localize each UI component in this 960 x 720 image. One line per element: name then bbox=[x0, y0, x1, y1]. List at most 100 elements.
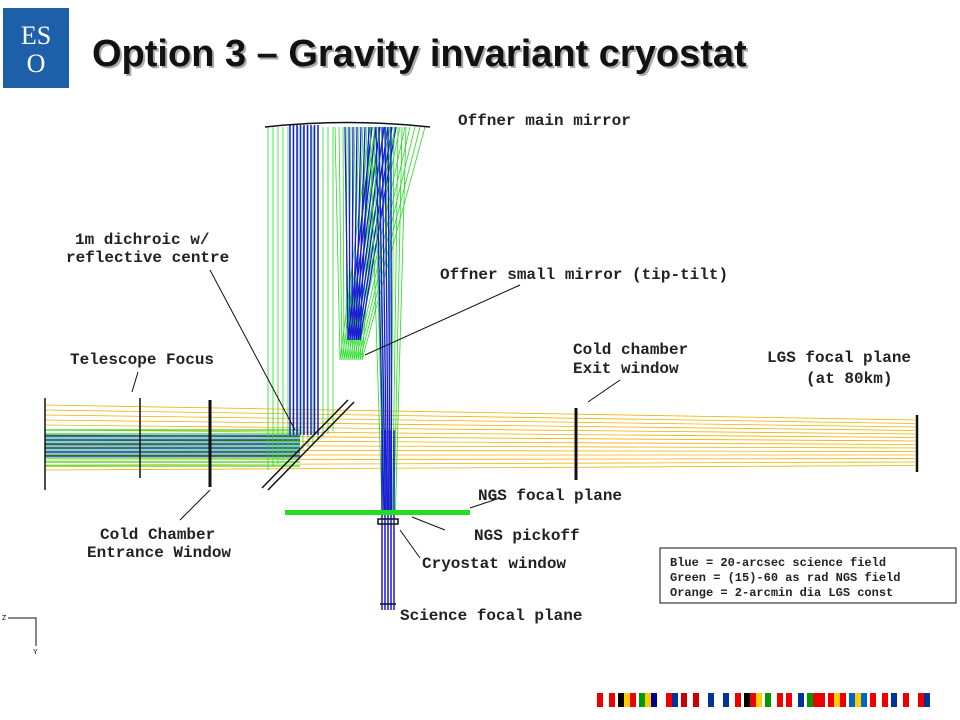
flag-stripe bbox=[765, 693, 771, 707]
ray bbox=[44, 409, 916, 424]
image-edge bbox=[70, 88, 960, 92]
flag-stripe bbox=[918, 693, 924, 707]
label: 1m dichroic w/ bbox=[75, 231, 209, 249]
axis-label: Y bbox=[33, 649, 38, 656]
flag-stripe bbox=[723, 693, 729, 707]
ray bbox=[357, 126, 366, 341]
flag-stripe bbox=[729, 693, 735, 707]
ray bbox=[355, 126, 362, 341]
flag-stripe bbox=[714, 693, 720, 707]
leader bbox=[399, 529, 421, 559]
label: NGS pickoff bbox=[474, 527, 580, 545]
logo-text: O bbox=[27, 49, 46, 78]
label: (at 80km) bbox=[806, 370, 892, 388]
ray bbox=[334, 126, 341, 361]
flag-stripe bbox=[750, 693, 756, 707]
ray bbox=[351, 126, 354, 341]
flag-stripe bbox=[666, 693, 672, 707]
leader bbox=[469, 497, 501, 509]
flag-stripe bbox=[708, 693, 714, 707]
optics bbox=[44, 121, 919, 605]
flag-stripe bbox=[702, 693, 708, 707]
legend-entry: Blue = 20-arcsec science field bbox=[670, 556, 886, 570]
flag-stripe bbox=[645, 693, 651, 707]
dichroic bbox=[267, 401, 355, 491]
rays bbox=[44, 125, 916, 610]
leader bbox=[179, 489, 211, 521]
flag-stripe bbox=[882, 693, 888, 707]
label: Cryostat window bbox=[422, 555, 566, 573]
offner-main-mirror bbox=[264, 121, 431, 128]
flag-stripe bbox=[624, 693, 630, 707]
ray bbox=[361, 126, 426, 361]
label: NGS focal plane bbox=[478, 487, 622, 505]
label: Cold chamber bbox=[573, 341, 688, 359]
flag-stripe bbox=[897, 693, 903, 707]
ray bbox=[381, 126, 388, 511]
label: Cold Chamber bbox=[100, 526, 215, 544]
flag-stripe bbox=[744, 693, 750, 707]
leader bbox=[209, 269, 296, 431]
flag-stripe bbox=[651, 693, 657, 707]
flag-stripe bbox=[756, 693, 762, 707]
flag-stripe bbox=[924, 693, 930, 707]
flag-stripe bbox=[855, 693, 861, 707]
flag-stripe bbox=[903, 693, 909, 707]
flag-stripe bbox=[807, 693, 813, 707]
flag-stripe bbox=[876, 693, 882, 707]
flag-stripe bbox=[912, 693, 918, 707]
label: reflective centre bbox=[66, 249, 229, 267]
title: Option 3 – Gravity invariant cryostat bbox=[92, 33, 747, 75]
label: Science focal plane bbox=[400, 607, 582, 625]
flag-stripe bbox=[639, 693, 645, 707]
flag-stripe bbox=[813, 693, 819, 707]
flag-stripe bbox=[735, 693, 741, 707]
label: Offner small mirror (tip-tilt) bbox=[440, 266, 728, 284]
flag-stripe bbox=[834, 693, 840, 707]
logo-box bbox=[3, 8, 69, 88]
flag-stripe bbox=[870, 693, 876, 707]
label: Offner main mirror bbox=[458, 112, 631, 130]
flag-stripe bbox=[771, 693, 777, 707]
logo-text: ES bbox=[21, 21, 51, 50]
ray bbox=[44, 414, 916, 428]
flag-stripe bbox=[840, 693, 846, 707]
flag-stripe bbox=[630, 693, 636, 707]
leaders bbox=[131, 269, 621, 559]
label: LGS focal plane bbox=[767, 349, 911, 367]
flag-stripe bbox=[861, 693, 867, 707]
flag-stripe bbox=[603, 693, 609, 707]
flag-stripe bbox=[660, 693, 666, 707]
ray bbox=[353, 126, 358, 341]
label: Telescope Focus bbox=[70, 351, 214, 369]
ray bbox=[338, 126, 343, 361]
flags bbox=[597, 693, 930, 707]
ray bbox=[395, 126, 407, 511]
leader bbox=[131, 371, 139, 393]
flag-stripe bbox=[849, 693, 855, 707]
flag-stripe bbox=[618, 693, 624, 707]
legend-box bbox=[659, 547, 957, 604]
ngs-plane bbox=[285, 510, 470, 515]
flag-stripe bbox=[681, 693, 687, 707]
legend-entry: Green = (15)-60 as rad NGS field bbox=[670, 571, 900, 585]
ray bbox=[44, 461, 916, 466]
ray bbox=[369, 126, 383, 511]
ray bbox=[44, 424, 916, 435]
ray bbox=[348, 126, 351, 341]
flag-stripe bbox=[819, 693, 825, 707]
legend-entry: Orange = 2-arcmin dia LGS const bbox=[670, 586, 893, 600]
flag-stripe bbox=[693, 693, 699, 707]
title-shadow: Option 3 – Gravity invariant cryostat bbox=[94, 35, 749, 77]
flag-stripe bbox=[597, 693, 603, 707]
flag-stripe bbox=[687, 693, 693, 707]
cryostat-window bbox=[377, 518, 399, 525]
leader bbox=[364, 284, 521, 356]
ray bbox=[359, 126, 370, 341]
ray bbox=[393, 126, 403, 511]
flag-stripe bbox=[777, 693, 783, 707]
ray bbox=[44, 439, 916, 445]
flag-stripe bbox=[891, 693, 897, 707]
